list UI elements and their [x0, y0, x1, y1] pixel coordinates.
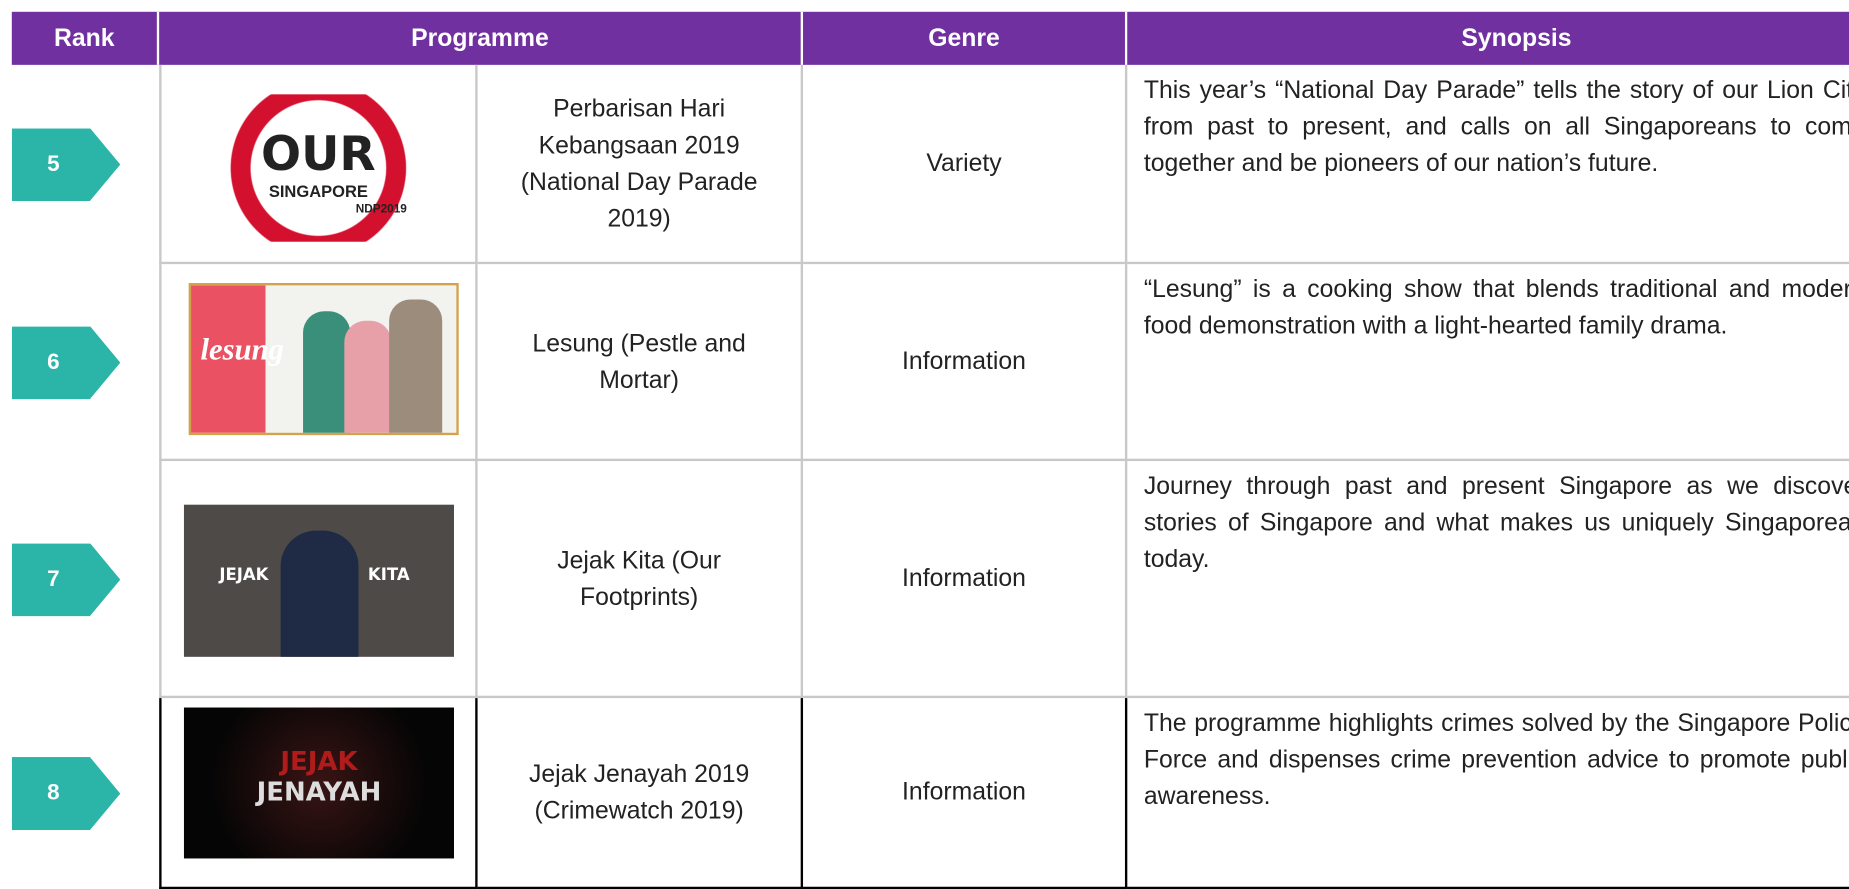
rank-badge: 5	[11, 127, 121, 202]
synopsis: The programme highlights crimes solved b…	[1127, 698, 1849, 889]
genre-header: Genre	[803, 11, 1128, 65]
logo-text: JENAYAH	[256, 778, 382, 808]
logo-text: SINGAPORE	[268, 181, 368, 201]
programme-image: JEJAK KITA	[183, 504, 454, 657]
genre: Information	[803, 698, 1128, 889]
rank-badge: 8	[11, 757, 121, 831]
programme-name: Lesung (Pestle and Mortar)	[477, 264, 804, 462]
programme-name: Jejak Jenayah 2019 (Crimewatch 2019)	[477, 698, 804, 889]
programme-image: lesung	[188, 283, 459, 436]
genre: Variety	[803, 64, 1128, 265]
logo-text: OUR	[261, 127, 376, 182]
synopsis-header: Synopsis	[1127, 11, 1849, 65]
logo-text: JEJAK	[280, 747, 358, 778]
logo-text: lesung	[200, 332, 284, 367]
logo-text: NDP2019	[355, 202, 407, 216]
programme-name: Perbarisan Hari Kebangsaan 2019 (Nationa…	[477, 64, 804, 265]
photo	[344, 320, 392, 433]
logo-text: JEJAK	[219, 566, 269, 585]
photo	[280, 530, 359, 657]
synopsis: This year’s “National Day Parade” tells …	[1127, 65, 1849, 265]
image-cell	[159, 64, 478, 265]
programme-name: Jejak Kita (Our Footprints)	[477, 461, 804, 699]
rank-header: Rank	[11, 11, 160, 65]
image-cell	[159, 698, 478, 889]
image-cell	[159, 461, 478, 699]
rank-badge: 6	[11, 326, 121, 400]
rank-badge: 7	[11, 543, 121, 617]
genre: Information	[803, 264, 1128, 462]
synopsis: Journey through past and present Singapo…	[1127, 461, 1849, 699]
logo-text: KITA	[367, 566, 410, 585]
genre: Information	[803, 461, 1128, 699]
photo	[303, 311, 351, 433]
programme-image: JEJAK JENAYAH	[183, 707, 454, 859]
synopsis: “Lesung” is a cooking show that blends t…	[1127, 264, 1849, 462]
programme-header: Programme	[159, 11, 804, 65]
programme-image: OUR SINGAPORE NDP2019	[218, 94, 419, 242]
photo	[389, 299, 443, 433]
image-cell	[159, 264, 478, 462]
